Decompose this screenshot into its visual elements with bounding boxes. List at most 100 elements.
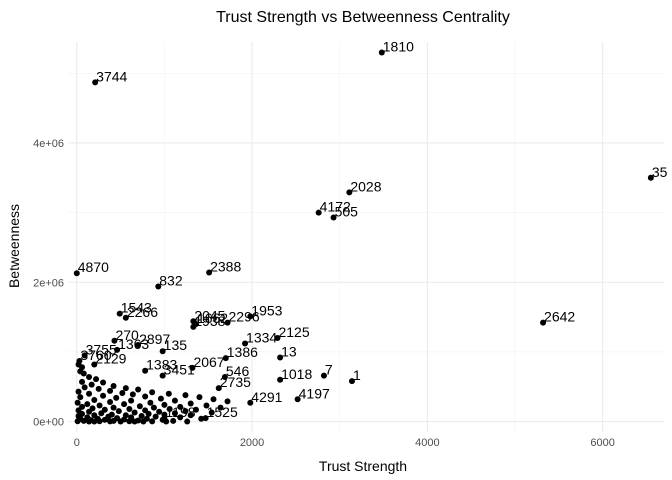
- point-label: 3451: [164, 362, 195, 378]
- data-point: [155, 283, 162, 290]
- data-point: [107, 399, 114, 406]
- data-point: [140, 418, 147, 425]
- point-label: 135: [164, 337, 188, 353]
- data-point: [74, 418, 81, 425]
- data-point: [101, 416, 108, 423]
- point-label: 2296: [229, 309, 260, 325]
- y-tick-label: 2e+06: [33, 277, 64, 289]
- point-label: 4870: [78, 259, 109, 275]
- point-label: 1018: [281, 366, 312, 382]
- data-point: [224, 398, 231, 405]
- data-point: [126, 418, 133, 425]
- point-label: 2388: [210, 259, 241, 275]
- data-point: [152, 413, 159, 420]
- data-point: [126, 406, 133, 413]
- data-point: [187, 400, 194, 407]
- data-point: [196, 394, 203, 401]
- x-tick-label: 4000: [415, 437, 439, 449]
- point-label: 1198: [165, 404, 195, 420]
- data-point: [202, 415, 209, 422]
- point-label: 1953: [251, 302, 282, 318]
- point-label: 3760: [80, 347, 111, 363]
- data-point: [96, 402, 103, 409]
- data-point: [149, 389, 156, 396]
- data-point: [190, 323, 197, 330]
- data-point: [171, 410, 178, 417]
- point-label: 505: [335, 204, 359, 220]
- point-label: 1: [353, 367, 361, 383]
- data-point: [131, 409, 138, 416]
- data-point: [242, 340, 249, 347]
- data-point: [80, 370, 87, 377]
- point-label: 1525: [207, 404, 238, 420]
- data-point: [76, 357, 83, 364]
- data-point: [114, 346, 121, 353]
- data-point: [647, 174, 654, 181]
- point-label: 1543: [121, 300, 152, 316]
- data-point: [221, 373, 228, 380]
- data-point: [182, 392, 189, 399]
- data-point: [177, 403, 184, 410]
- x-tick-label: 0: [74, 437, 80, 449]
- data-point: [122, 314, 129, 321]
- data-point: [135, 341, 142, 348]
- data-point: [145, 410, 152, 417]
- data-point: [156, 408, 163, 415]
- point-label: 3755: [86, 341, 117, 357]
- point-label: 1938: [194, 313, 225, 329]
- x-tick-label: 6000: [590, 437, 614, 449]
- grid: [68, 42, 664, 432]
- data-point: [224, 319, 231, 326]
- data-point: [177, 414, 184, 421]
- data-point: [330, 214, 337, 221]
- data-point: [91, 418, 98, 425]
- data-point: [182, 408, 189, 415]
- data-point: [129, 391, 136, 398]
- data-point: [171, 397, 178, 404]
- data-point: [74, 399, 81, 406]
- data-point: [121, 401, 128, 408]
- data-point: [93, 376, 100, 383]
- data-point: [346, 189, 353, 196]
- data-point: [98, 410, 105, 417]
- data-point: [81, 352, 88, 359]
- data-point: [215, 385, 222, 392]
- data-point: [320, 372, 327, 379]
- data-point: [147, 399, 154, 406]
- data-point: [315, 209, 322, 216]
- data-point: [222, 355, 229, 362]
- data-point: [203, 402, 210, 409]
- data-point: [119, 390, 126, 396]
- data-point: [165, 390, 172, 397]
- point-label: 1386: [227, 344, 258, 360]
- point-label: 1334: [246, 330, 277, 346]
- point-label: 2897: [139, 331, 170, 347]
- point-label: 546: [226, 363, 250, 379]
- point-label: 13: [281, 343, 297, 359]
- y-tick-label: 0e+00: [33, 417, 64, 429]
- chart-title: Trust Strength vs Betweenness Centrality: [216, 9, 510, 26]
- data-point: [138, 412, 145, 419]
- point-label: 2028: [350, 178, 381, 194]
- data-point: [115, 408, 122, 415]
- data-point: [80, 417, 87, 424]
- data-point: [113, 394, 120, 401]
- data-point: [247, 399, 254, 406]
- data-point: [110, 404, 117, 411]
- point-label: 2735: [220, 374, 251, 390]
- data-point: [95, 385, 102, 392]
- data-point: [206, 269, 213, 276]
- data-point: [116, 310, 123, 317]
- x-tick-label: 2000: [240, 437, 264, 449]
- data-point: [184, 418, 191, 425]
- point-label: 3744: [96, 68, 127, 84]
- data-point: [192, 406, 199, 413]
- axis-ticks: 0 2000 4000 6000 0e+00 2e+06 4e+06: [33, 138, 615, 449]
- data-point: [210, 396, 217, 403]
- point-label: 4172: [320, 199, 351, 215]
- data-point: [88, 381, 95, 388]
- data-point: [378, 49, 385, 56]
- data-point: [86, 373, 93, 380]
- data-point: [111, 337, 118, 344]
